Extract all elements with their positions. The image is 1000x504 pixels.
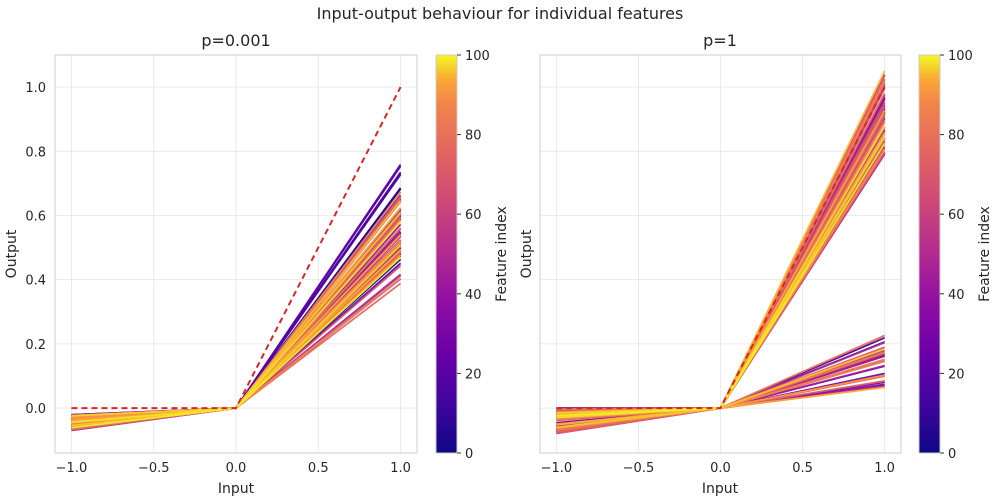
colorbar-tick-label: 80 <box>948 129 965 144</box>
colorbar-tick-label: 0 <box>465 447 473 462</box>
x-tick-label: −0.5 <box>138 461 170 476</box>
y-tick-label: 1.0 <box>25 81 46 96</box>
y-tick-label: 0.8 <box>25 145 46 160</box>
colorbar-label: Feature index <box>494 206 510 302</box>
colorbar-gradient <box>918 54 941 454</box>
x-axis-label: Input <box>218 481 255 497</box>
grid <box>540 55 901 453</box>
colorbar-tick-label: 60 <box>465 208 482 223</box>
x-tick-label: 0.0 <box>710 461 731 476</box>
plot-frame <box>539 54 902 454</box>
colorbar-tick-label: 40 <box>948 288 965 303</box>
panel-p0001: p=0.001 −1.0 −0.5 0.0 0.5 1.0 0.00.20.40.60.… <box>4 31 510 497</box>
x-ticks: −1.0 −0.5 0.0 0.5 1.0 <box>541 461 895 476</box>
reference-line <box>556 86 886 410</box>
y-axis-label: Output <box>519 229 535 278</box>
colorbar-ticks: 0 20 40 60 80 100 <box>457 49 490 462</box>
panel-p1: p=1 −1.0 −0.5 0.0 0.5 1.0 Input Output 0 20 40… <box>519 31 993 497</box>
colorbar-tick-label: 100 <box>948 49 973 64</box>
x-tick-label: 0.5 <box>308 461 329 476</box>
panel-title: p=1 <box>703 31 737 50</box>
colorbar-tick-label: 60 <box>948 208 965 223</box>
colorbar-tick-label: 20 <box>948 367 965 382</box>
colorbar-label: Feature index <box>977 206 993 302</box>
colorbar-tick-label: 80 <box>465 129 482 144</box>
x-tick-label: 0.0 <box>226 461 247 476</box>
x-tick-label: −0.5 <box>623 461 655 476</box>
y-tick-label: 0.6 <box>25 209 46 224</box>
colorbar-ticks: 0 20 40 60 80 100 <box>940 49 973 462</box>
y-tick-label: 0.4 <box>25 274 46 289</box>
colorbar-gradient <box>435 54 458 454</box>
colorbar-tick-label: 20 <box>465 367 482 382</box>
y-tick-label: 0.2 <box>25 338 46 353</box>
figure-title: Input-output behaviour for individual fe… <box>317 4 684 23</box>
colorbar-tick-label: 40 <box>465 288 482 303</box>
x-tick-label: 1.0 <box>874 461 895 476</box>
y-ticks: 0.0 0.2 0.4 0.6 0.8 1.0 <box>25 81 46 417</box>
x-ticks: −1.0 −0.5 0.0 0.5 1.0 <box>56 461 411 476</box>
x-tick-label: 1.0 <box>390 461 411 476</box>
colorbar: 0 20 40 60 80 100 Feature index <box>435 49 510 462</box>
colorbar-tick-label: 100 <box>465 49 490 64</box>
colorbar-tick-label: 0 <box>948 447 956 462</box>
reference-line-group <box>71 86 402 410</box>
reference-line <box>71 86 402 410</box>
x-tick-label: 0.5 <box>792 461 813 476</box>
y-axis-label: Output <box>4 229 20 278</box>
x-tick-label: −1.0 <box>56 461 88 476</box>
plot-frame <box>54 54 418 454</box>
y-tick-label: 0.0 <box>25 402 46 417</box>
panel-title: p=0.001 <box>201 31 270 50</box>
x-axis-label: Input <box>702 481 739 497</box>
x-tick-label: −1.0 <box>541 461 573 476</box>
reference-line-group <box>556 86 886 410</box>
colorbar: 0 20 40 60 80 100 Feature index <box>918 49 993 462</box>
